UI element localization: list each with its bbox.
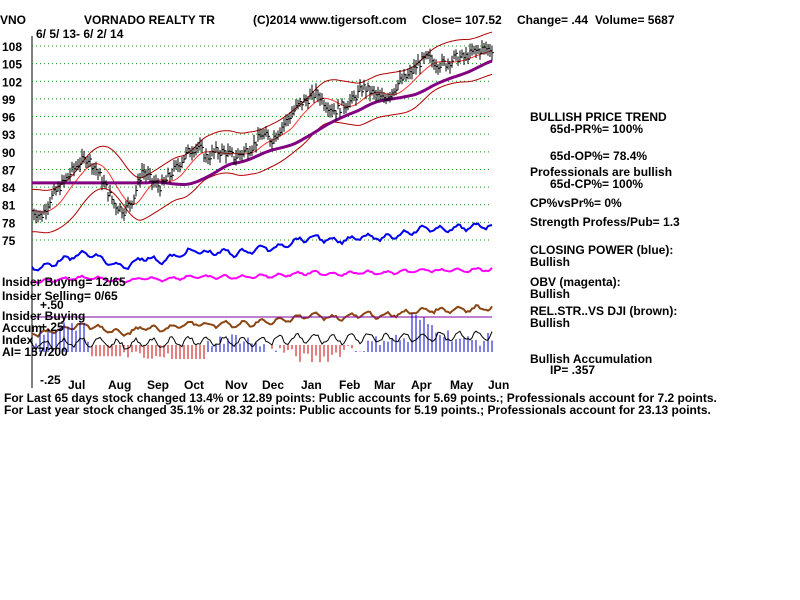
- x-tick-label: Dec: [262, 378, 284, 392]
- y-tick-label: 84: [2, 181, 16, 195]
- x-tick-label: May: [450, 378, 474, 392]
- insider-buying: Insider Buying= 12/65: [2, 275, 126, 289]
- level-m25: -.25: [40, 373, 61, 387]
- strength-value: Strength Profess/Pub= 1.3: [530, 215, 680, 229]
- op-value: 65d-OP%= 78.4%: [550, 149, 648, 163]
- trend-title: BULLISH PRICE TREND: [530, 110, 667, 124]
- closing-power-label: CLOSING POWER (blue):: [530, 243, 674, 257]
- pr-value: 65d-PR%= 100%: [550, 122, 644, 136]
- pros-text: Professionals are bullish: [530, 165, 673, 179]
- y-tick-label: 105: [2, 58, 22, 72]
- change-value: Change= .44: [517, 13, 589, 27]
- x-tick-label: Feb: [339, 378, 360, 392]
- relstr-line: [31, 304, 493, 338]
- ai-value: AI= 157/200: [2, 345, 68, 359]
- insider-buying-label: Insider Buying: [2, 309, 86, 323]
- relstr-label: REL.STR..VS DJI (brown):: [530, 304, 678, 318]
- upper-band: [32, 31, 493, 191]
- close-value: Close= 107.52: [422, 13, 502, 27]
- lower-band: [32, 73, 493, 234]
- y-tick-label: 90: [2, 146, 16, 160]
- y-tick-label: 96: [2, 111, 16, 125]
- y-tick-label: 102: [2, 75, 22, 89]
- copyright: (C)2014 www.tigersoft.com: [253, 13, 407, 27]
- x-tick-label: Mar: [374, 378, 396, 392]
- closing-power-status: Bullish: [530, 255, 571, 269]
- x-tick-label: Sep: [147, 378, 169, 392]
- y-tick-label: 108: [2, 40, 22, 54]
- y-tick-label: 75: [2, 234, 16, 248]
- cp-value: 65d-CP%= 100%: [550, 177, 644, 191]
- x-tick-label: Nov: [225, 378, 248, 392]
- y-tick-label: 93: [2, 128, 16, 142]
- accum-title: Bullish Accumulation: [530, 352, 653, 366]
- y-tick-label: 81: [2, 199, 16, 213]
- volume-value: Volume= 5687: [595, 13, 675, 27]
- level-p50: +.50: [40, 298, 64, 312]
- date-range: 6/ 5/ 13- 6/ 2/ 14: [36, 27, 124, 41]
- y-tick-label: 87: [2, 163, 16, 177]
- closing-power-line: [31, 222, 493, 272]
- y-tick-label: 99: [2, 93, 16, 107]
- obv-label: OBV (magenta):: [530, 275, 621, 289]
- cpvspr-value: CP%vsPr%= 0%: [530, 196, 622, 210]
- level-p25: +.25: [40, 320, 64, 334]
- x-tick-label: Aug: [108, 378, 131, 392]
- moving-average: [32, 59, 493, 186]
- ticker: VNO: [0, 13, 27, 27]
- x-tick-label: Jul: [68, 378, 85, 392]
- accum-index-line: [31, 330, 493, 352]
- insider-selling: Insider Selling= 0/65: [2, 289, 118, 303]
- footer-line-year: For Last year stock changed 35.1% or 28.…: [4, 403, 711, 417]
- company-name: VORNADO REALTY TR: [84, 13, 215, 27]
- relstr-status: Bullish: [530, 316, 571, 330]
- accum-label: Accum: [2, 321, 43, 335]
- footer-line-65d: For Last 65 days stock changed 13.4% or …: [4, 391, 717, 405]
- y-tick-label: 78: [2, 216, 16, 230]
- index-label: Index: [2, 333, 34, 347]
- ip-value: IP= .357: [550, 363, 596, 377]
- short-moving-average: [31, 50, 493, 213]
- x-tick-label: Jun: [488, 378, 509, 392]
- obv-line: [31, 266, 493, 285]
- x-tick-label: Jan: [301, 378, 322, 392]
- obv-status: Bullish: [530, 287, 571, 301]
- x-tick-label: Apr: [411, 378, 432, 392]
- x-tick-label: Oct: [184, 378, 204, 392]
